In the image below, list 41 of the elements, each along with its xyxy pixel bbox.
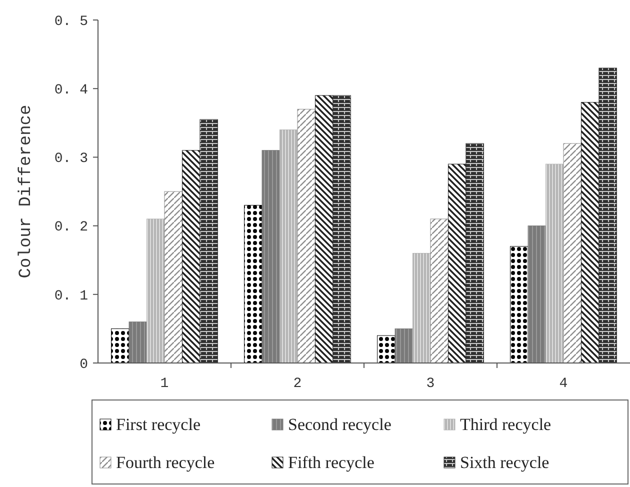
y-tick-label: 0. 3 — [54, 151, 88, 168]
bar — [146, 218, 165, 364]
bar — [448, 164, 466, 364]
bar — [200, 119, 218, 364]
y-tick-label: 0. 4 — [54, 82, 88, 98]
legend-label: Second recycle — [288, 415, 392, 434]
bar — [528, 226, 546, 364]
bar — [598, 68, 617, 364]
legend-label: Sixth recycle — [460, 453, 550, 472]
bar — [164, 191, 182, 364]
bar — [128, 322, 148, 364]
y-tick-label: 0. 1 — [54, 288, 88, 304]
bar — [466, 143, 484, 364]
bar — [182, 150, 200, 364]
bar — [297, 108, 316, 364]
y-tick-label: 0. 2 — [54, 220, 88, 236]
x-tick-label: 1 — [160, 376, 169, 392]
bar — [563, 143, 582, 364]
legend-label: Fifth recycle — [288, 453, 374, 472]
bar — [262, 150, 280, 364]
bar — [412, 252, 431, 364]
bar — [430, 218, 448, 364]
bar — [280, 130, 298, 364]
x-tick-label: 4 — [559, 376, 568, 392]
bar — [111, 328, 130, 364]
y-tick-label: 0. 5 — [54, 14, 88, 30]
legend-label: Fourth recycle — [116, 453, 215, 472]
x-tick-label: 2 — [293, 376, 302, 392]
bar — [244, 204, 262, 364]
bar — [332, 95, 351, 364]
bar — [314, 95, 334, 364]
bar — [394, 328, 414, 364]
y-tick-label: 0 — [80, 356, 88, 373]
bar — [510, 246, 528, 364]
bar — [546, 164, 564, 364]
legend-label: Third recycle — [460, 415, 552, 434]
bar — [377, 335, 396, 364]
legend-label: First recycle — [116, 415, 200, 434]
x-tick-label: 3 — [426, 376, 435, 392]
y-axis-title: Colour Difference — [17, 104, 36, 278]
bar — [580, 102, 600, 364]
